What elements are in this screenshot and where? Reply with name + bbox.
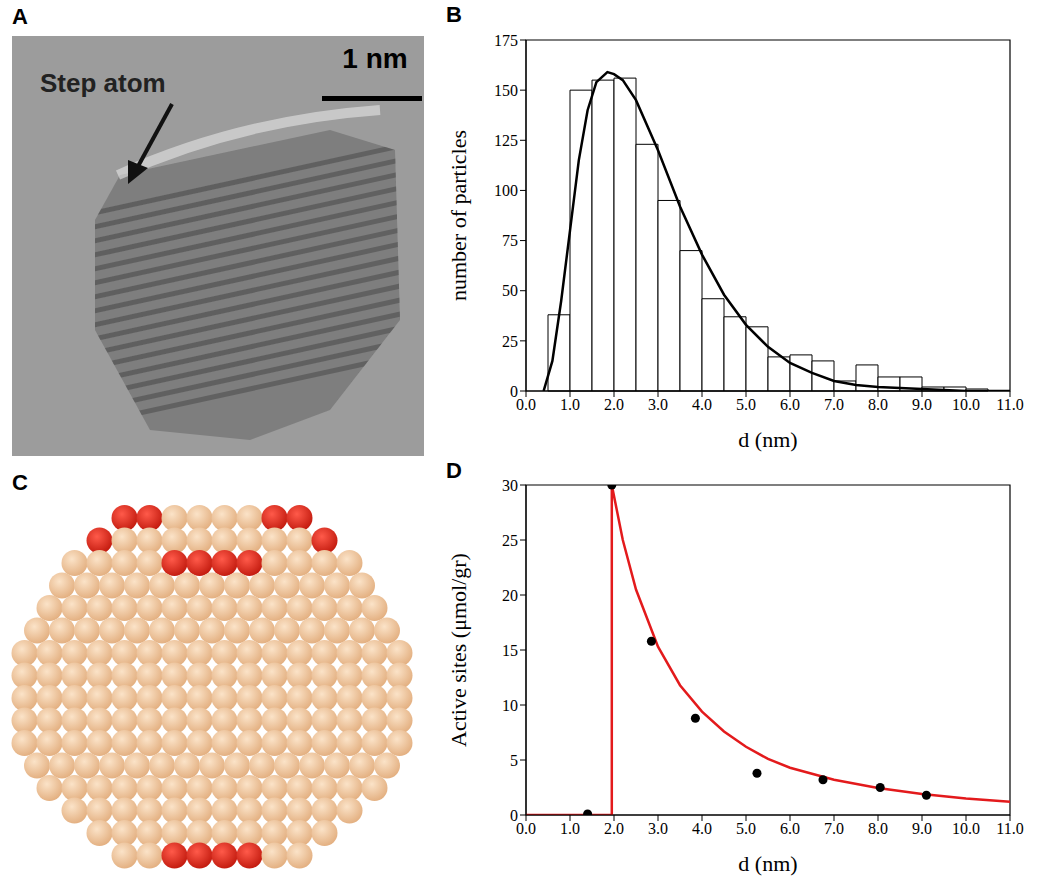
svg-text:8.0: 8.0 — [868, 396, 888, 413]
svg-text:3.0: 3.0 — [648, 396, 668, 413]
svg-text:100: 100 — [494, 182, 518, 199]
svg-text:5.0: 5.0 — [736, 396, 756, 413]
html-text:B: B — [446, 2, 462, 27]
svg-text:150: 150 — [494, 82, 518, 99]
svg-text:30: 30 — [502, 477, 518, 494]
svg-text:10.0: 10.0 — [952, 820, 980, 837]
svg-text:0.0: 0.0 — [516, 396, 536, 413]
svg-text:75: 75 — [502, 232, 518, 249]
svg-text:11.0: 11.0 — [996, 820, 1023, 837]
svg-text:2.0: 2.0 — [604, 820, 624, 837]
svg-text:Active sites (μmol/gr): Active sites (μmol/gr) — [446, 553, 471, 747]
svg-text:20: 20 — [502, 587, 518, 604]
svg-text:25: 25 — [502, 532, 518, 549]
svg-text:1.0: 1.0 — [560, 820, 580, 837]
svg-text:d (nm): d (nm) — [738, 851, 797, 876]
svg-text:0: 0 — [510, 807, 518, 824]
svg-text:Step atom: Step atom — [40, 68, 166, 98]
svg-text:d (nm): d (nm) — [738, 427, 797, 452]
svg-text:4.0: 4.0 — [692, 396, 712, 413]
svg-text:6.0: 6.0 — [780, 396, 800, 413]
svg-text:6.0: 6.0 — [780, 820, 800, 837]
svg-text:2.0: 2.0 — [604, 396, 624, 413]
svg-text:A: A — [12, 4, 28, 29]
svg-text:175: 175 — [494, 32, 518, 49]
svg-text:25: 25 — [502, 333, 518, 350]
svg-text:C: C — [12, 470, 28, 495]
svg-text:5.0: 5.0 — [736, 820, 756, 837]
svg-text:10.0: 10.0 — [952, 396, 980, 413]
svg-text:3.0: 3.0 — [648, 820, 668, 837]
svg-text:5: 5 — [510, 752, 518, 769]
svg-text:1.0: 1.0 — [560, 396, 580, 413]
svg-text:4.0: 4.0 — [692, 820, 712, 837]
svg-text:1 nm: 1 nm — [342, 43, 407, 74]
svg-text:9.0: 9.0 — [912, 396, 932, 413]
html-text:D: D — [446, 458, 462, 483]
svg-text:9.0: 9.0 — [912, 820, 932, 837]
svg-text:number of particles: number of particles — [446, 130, 471, 301]
svg-text:7.0: 7.0 — [824, 820, 844, 837]
svg-text:11.0: 11.0 — [996, 396, 1023, 413]
svg-text:10: 10 — [502, 697, 518, 714]
svg-text:125: 125 — [494, 132, 518, 149]
svg-text:50: 50 — [502, 282, 518, 299]
svg-text:0: 0 — [510, 383, 518, 400]
svg-text:7.0: 7.0 — [824, 396, 844, 413]
svg-text:0.0: 0.0 — [516, 820, 536, 837]
svg-text:15: 15 — [502, 642, 518, 659]
svg-text:8.0: 8.0 — [868, 820, 888, 837]
